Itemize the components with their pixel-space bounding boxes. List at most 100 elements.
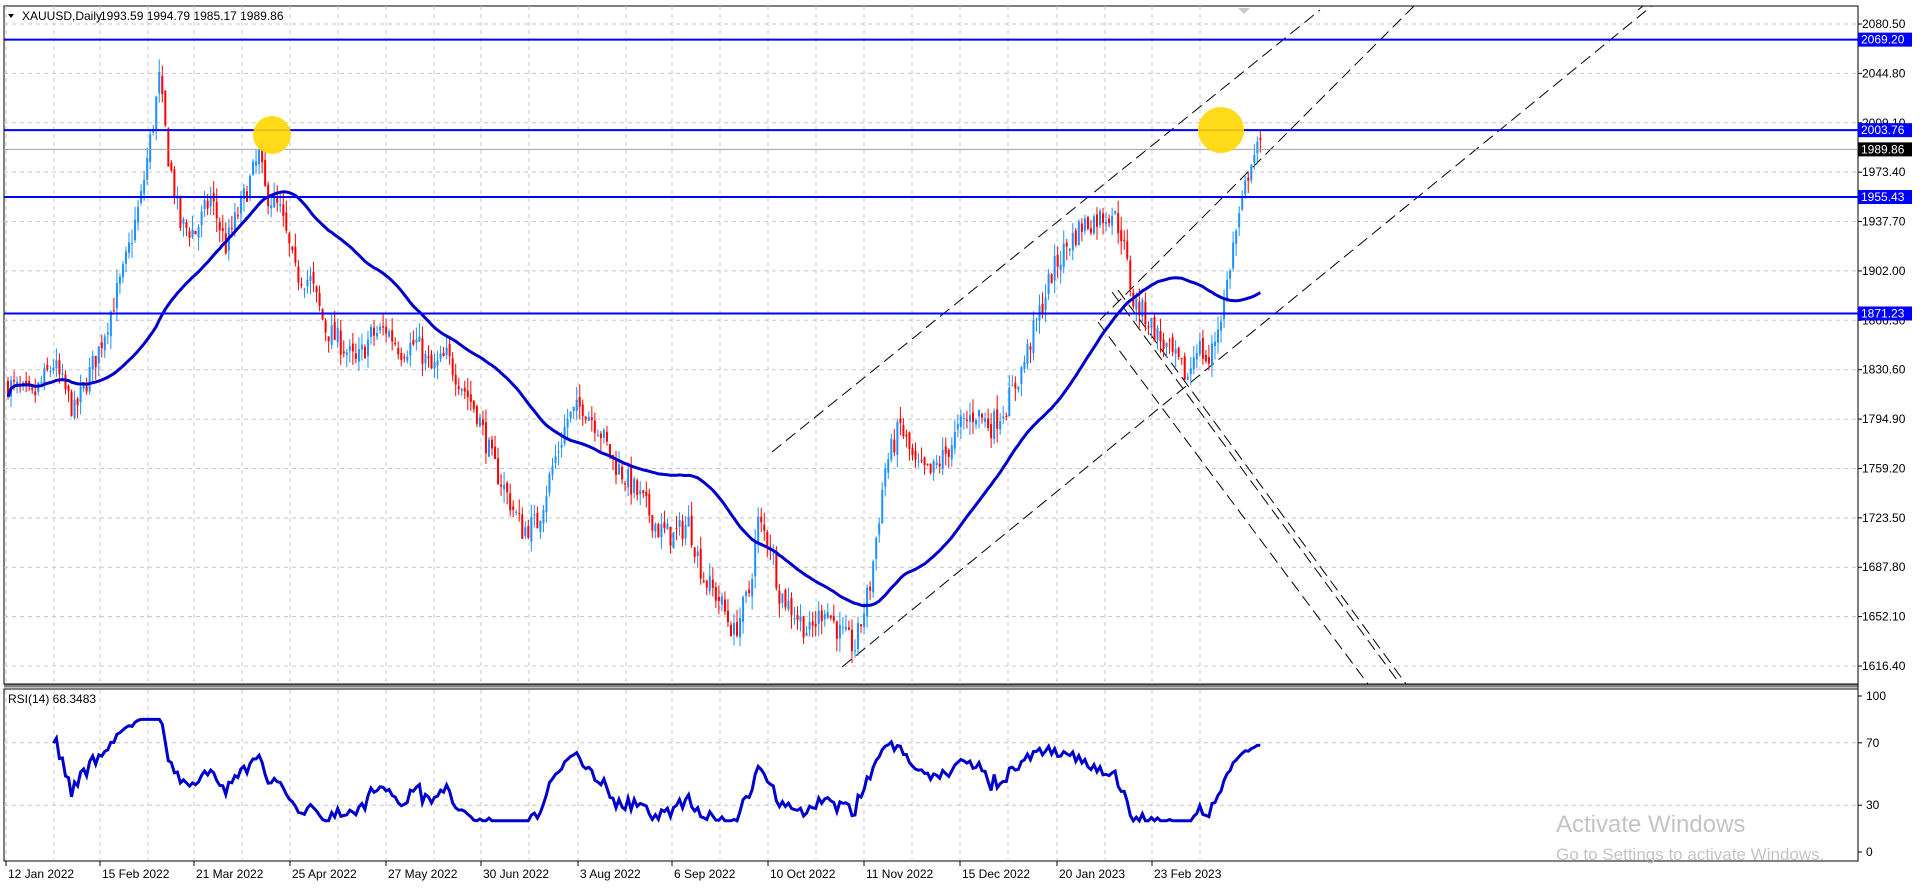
candle-body bbox=[1232, 242, 1235, 269]
candle-body bbox=[451, 358, 454, 376]
candle-body bbox=[472, 400, 475, 409]
candle-body bbox=[306, 280, 309, 287]
candle-body bbox=[772, 553, 775, 555]
candle-body bbox=[1250, 164, 1253, 181]
candle-body bbox=[545, 495, 548, 513]
candle-body bbox=[55, 360, 58, 369]
candle-body bbox=[218, 222, 221, 231]
shift-marker-icon[interactable] bbox=[1238, 8, 1250, 14]
candle-body bbox=[512, 506, 515, 510]
candle-body bbox=[596, 434, 599, 437]
trend-channels[interactable] bbox=[771, 0, 1920, 684]
channel-line[interactable] bbox=[1117, 289, 1407, 684]
candle-body bbox=[902, 425, 905, 437]
candle-body bbox=[197, 227, 200, 238]
candle-body bbox=[294, 246, 297, 263]
price-tick-label: 2044.80 bbox=[1862, 66, 1906, 80]
candle-body bbox=[158, 71, 161, 94]
channel-line[interactable] bbox=[841, 0, 1920, 668]
candle-body bbox=[242, 188, 245, 199]
candle-body bbox=[137, 206, 140, 223]
candle-body bbox=[775, 551, 778, 589]
level-label-bg bbox=[1858, 123, 1912, 138]
candle-body bbox=[1141, 299, 1144, 317]
candle-body bbox=[88, 367, 91, 392]
candle-body bbox=[872, 561, 875, 593]
level-label: 1871.23 bbox=[1861, 306, 1905, 320]
candle-body bbox=[1020, 367, 1023, 384]
candle-body bbox=[475, 406, 478, 424]
candle-body bbox=[1096, 214, 1098, 227]
candle-body bbox=[666, 523, 669, 530]
candle-body bbox=[366, 339, 369, 356]
candle-body bbox=[660, 524, 663, 537]
candle-body bbox=[1186, 376, 1189, 380]
candle-body bbox=[203, 199, 206, 209]
candle-body bbox=[1207, 357, 1210, 364]
candle-body bbox=[112, 310, 115, 312]
candle-body bbox=[1065, 242, 1068, 247]
candle-body bbox=[557, 451, 560, 453]
candle-body bbox=[7, 380, 9, 397]
candle-body bbox=[503, 484, 506, 490]
candle-body bbox=[397, 347, 400, 355]
candle-body bbox=[605, 431, 608, 442]
collapse-icon[interactable] bbox=[8, 14, 14, 18]
candle-body bbox=[863, 613, 866, 628]
candle-body bbox=[121, 264, 124, 278]
candle-body bbox=[70, 391, 73, 416]
candle-body bbox=[442, 353, 445, 357]
candle-body bbox=[261, 149, 264, 163]
candle-body bbox=[627, 469, 630, 488]
candle-body bbox=[97, 346, 100, 364]
candle-body bbox=[723, 599, 726, 612]
candle-body bbox=[608, 444, 611, 457]
candle-body bbox=[276, 196, 279, 203]
candle-body bbox=[1059, 264, 1062, 271]
candle-body bbox=[911, 448, 914, 455]
candle-body bbox=[46, 364, 49, 370]
candle-body bbox=[687, 517, 690, 527]
rsi-axis: 100 70 30 0 bbox=[1858, 689, 1886, 859]
candle-body bbox=[784, 589, 787, 608]
horizontal-levels[interactable] bbox=[4, 38, 1858, 315]
candle-body bbox=[445, 347, 448, 355]
channel-line[interactable] bbox=[1111, 291, 1401, 684]
candle-body bbox=[258, 149, 261, 165]
candle-body bbox=[745, 591, 748, 597]
candle-body bbox=[1223, 298, 1226, 319]
candle-body bbox=[1135, 299, 1138, 310]
candle-body bbox=[255, 161, 258, 166]
channel-line[interactable] bbox=[771, 9, 1321, 453]
candle-body bbox=[1183, 356, 1186, 380]
level-labels: 2069.20 2003.76 1955.43 1871.23 1989.86 bbox=[1858, 32, 1912, 321]
candle-body bbox=[1044, 297, 1047, 311]
candle-body bbox=[1256, 141, 1259, 154]
date-tick-label: 27 May 2022 bbox=[388, 867, 458, 881]
channel-line[interactable] bbox=[1097, 321, 1369, 684]
candle-body bbox=[342, 351, 345, 354]
candle-body bbox=[847, 627, 850, 630]
candle-body bbox=[844, 626, 847, 630]
candle-body bbox=[270, 205, 273, 209]
candle-body bbox=[1114, 210, 1117, 214]
candle-body bbox=[264, 160, 267, 186]
candle-body bbox=[1117, 213, 1120, 234]
candle-body bbox=[360, 344, 363, 350]
candle-body bbox=[394, 342, 397, 345]
candle-body bbox=[841, 627, 844, 629]
candle-body bbox=[908, 432, 911, 450]
candle-body bbox=[131, 243, 134, 245]
candle-body bbox=[566, 419, 569, 428]
candle-body bbox=[1195, 353, 1198, 360]
candle-body bbox=[351, 343, 354, 352]
rsi-line bbox=[52, 717, 1261, 824]
time-axis: 12 Jan 2022 15 Feb 2022 21 Mar 2022 25 Apr … bbox=[5, 861, 1222, 881]
candle-body bbox=[1002, 416, 1005, 419]
candle-body bbox=[354, 353, 357, 359]
candle-body bbox=[1147, 326, 1150, 328]
candle-body bbox=[1204, 355, 1207, 361]
candle-body bbox=[542, 510, 545, 524]
